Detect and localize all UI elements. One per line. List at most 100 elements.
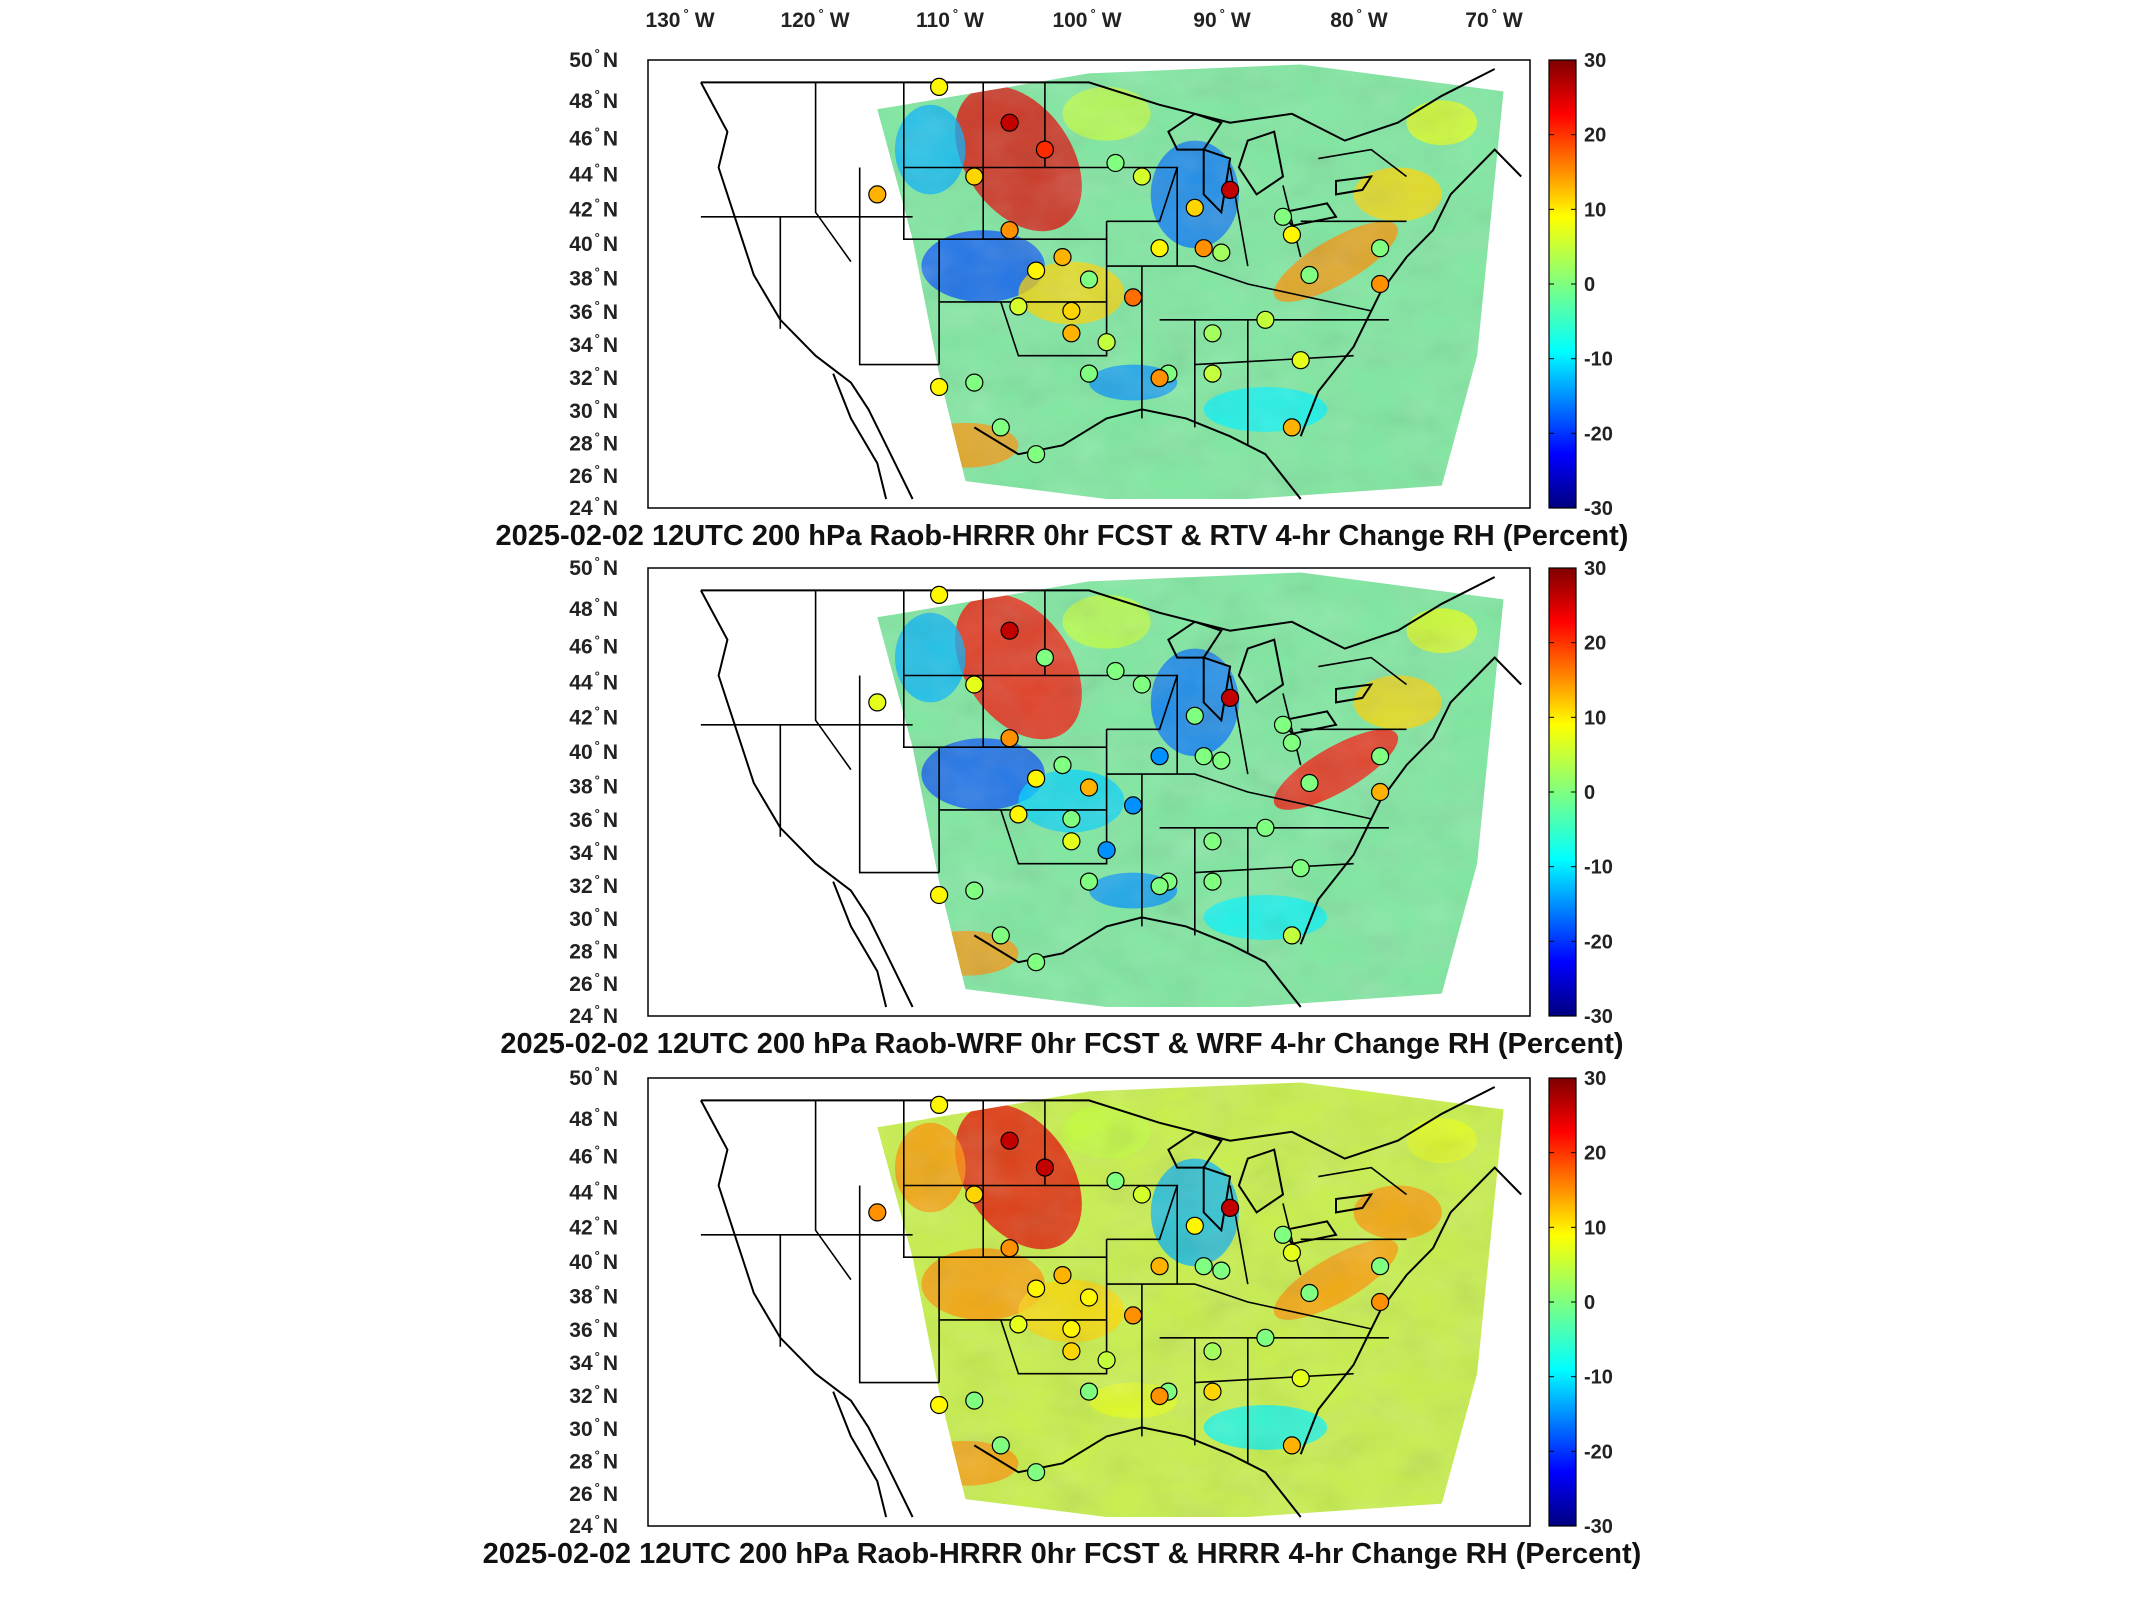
raob-station-marker [1300, 773, 1319, 793]
raob-station-marker [1282, 1243, 1302, 1262]
latitude-label: 50 ° N [569, 1064, 618, 1090]
raob-station-marker [1150, 747, 1169, 766]
raob-station-marker [1062, 1319, 1081, 1339]
raob-station-marker [1009, 1315, 1028, 1334]
raob-station-marker [1291, 1369, 1310, 1388]
latitude-label: 28 ° N [569, 1448, 618, 1474]
raob-station-marker [1106, 661, 1125, 681]
raob-station-marker [1062, 324, 1081, 343]
raob-station-marker [1000, 1239, 1019, 1258]
longitude-label: 100 ° W [1052, 6, 1121, 32]
great-lake [1237, 638, 1285, 704]
raob-station-marker [1079, 270, 1099, 289]
latitude-label: 26 ° N [569, 1480, 618, 1506]
raob-station-marker [1026, 1279, 1046, 1298]
political-boundaries [700, 1086, 1522, 1518]
great-lake [1335, 175, 1374, 196]
colorbar-tick-label: 20 [1584, 633, 1606, 655]
latitude-label: 24 ° N [569, 494, 618, 520]
colorbar-tick-label: -10 [1584, 1367, 1613, 1389]
raob-station-marker [1203, 324, 1222, 343]
great-lake [1202, 1166, 1232, 1233]
coastline [1299, 656, 1522, 945]
raob-station-marker [1123, 288, 1143, 307]
raob-station-marker [1220, 180, 1240, 199]
raob-station-marker [1053, 755, 1072, 775]
latitude-label: 34 ° N [569, 331, 618, 357]
latitude-label: 50 ° N [569, 46, 618, 72]
longitude-label: 120 ° W [780, 6, 849, 32]
latitude-label: 24 ° N [569, 1512, 618, 1538]
raob-station-marker [1123, 1306, 1143, 1325]
colorbar-tick-label: -20 [1584, 1441, 1613, 1463]
raob-station-marker [1079, 872, 1099, 891]
raob-station-marker [965, 167, 984, 186]
latitude-label: 44 ° N [569, 1179, 618, 1205]
raob-station-marker [1079, 1288, 1099, 1307]
latitude-label: 50 ° N [569, 554, 618, 580]
raob-station-marker [991, 1436, 1010, 1455]
panels: 50 ° N 48 ° N 46 ° N 44 ° N 42 ° N 40 ° N 38 ° N 36 ° N 34 ° N 32 ° N… [483, 46, 1642, 1570]
raob-station-marker [1000, 621, 1019, 640]
state-border [858, 167, 940, 366]
colorbar-tick-label: 30 [1584, 50, 1606, 72]
raob-station-marker [1185, 198, 1204, 217]
latitude-label: 46 ° N [569, 1143, 618, 1169]
coastline [700, 576, 1496, 650]
raob-station-marker [1132, 1185, 1152, 1204]
raob-station-marker [929, 585, 949, 605]
raob-station-marker [868, 693, 887, 712]
colorbar-tick-label: -10 [1584, 857, 1613, 879]
longitude-label: 130 ° W [645, 6, 714, 32]
latitude-label: 38 ° N [569, 264, 618, 290]
coastline [700, 68, 1496, 142]
raob-station-marker [868, 1203, 887, 1222]
raob-station-marker [1282, 926, 1302, 945]
raob-station-marker [991, 418, 1010, 437]
raob-station-marker [1370, 1292, 1390, 1312]
latitude-label: 48 ° N [569, 1105, 618, 1131]
colorbar-ticks: 30 20 10 0 -10 -20 -30 [1549, 1068, 1613, 1538]
latitude-label: 44 ° N [569, 161, 618, 187]
raob-station-marker [1194, 239, 1213, 258]
raob-station-marker [868, 185, 887, 204]
raob-station-marker [1291, 351, 1310, 370]
raob-station-marker [929, 377, 949, 397]
state-border [1000, 301, 1108, 357]
latitude-label: 28 ° N [569, 938, 618, 964]
latitude-labels: 50 ° N 48 ° N 46 ° N 44 ° N 42 ° N 40 ° N 38 ° N 36 ° N 34 ° N 32 ° N… [569, 1064, 618, 1538]
coastline [832, 1391, 888, 1518]
colorbar-ticks: 30 20 10 0 -10 -20 -30 [1549, 558, 1613, 1028]
latitude-label: 40 ° N [569, 1248, 618, 1274]
coastline [832, 373, 888, 500]
latitude-label: 32 ° N [569, 872, 618, 898]
raob-station-marker [1009, 297, 1028, 316]
raob-station-marker [1150, 876, 1169, 896]
colorbar-tick-label: 10 [1584, 1217, 1606, 1239]
rh-change-field [877, 1082, 1504, 1517]
state-border [902, 1100, 1001, 1258]
colorbar-tick-label: -20 [1584, 931, 1613, 953]
raob-station-marker [1026, 261, 1046, 280]
raob-station-marker [1062, 809, 1081, 829]
raob-station-marker [1282, 733, 1302, 752]
raob-station-marker [1062, 832, 1081, 851]
raob-station-marker [1053, 248, 1072, 267]
colorbar-tick-label: -10 [1584, 349, 1613, 371]
latitude-label: 30 ° N [569, 905, 618, 931]
colorbar-tick-label: -30 [1584, 498, 1613, 520]
state-border [1106, 265, 1372, 312]
colorbar-tick-label: 10 [1584, 707, 1606, 729]
raob-stations [868, 585, 1390, 972]
raob-station-marker [991, 926, 1010, 945]
great-lake [1335, 683, 1374, 704]
political-boundaries [700, 68, 1522, 500]
raob-station-marker [1035, 140, 1055, 159]
raob-station-marker [1000, 221, 1019, 240]
great-lake [1167, 1130, 1223, 1169]
raob-station-marker [1026, 769, 1046, 788]
colorbar-tick-label: 20 [1584, 1143, 1606, 1165]
raob-station-marker [1212, 243, 1231, 262]
state-border [1282, 185, 1302, 258]
raob-station-marker [1150, 239, 1169, 258]
